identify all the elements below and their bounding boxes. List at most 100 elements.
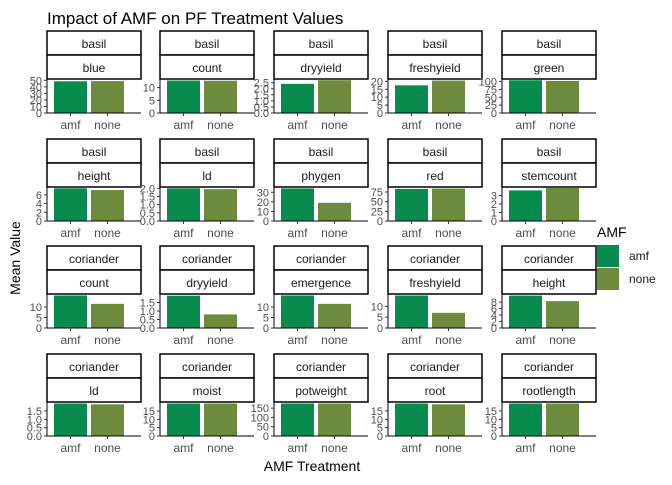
strip-crop-box: [159, 245, 255, 271]
y-tick-label: 100: [251, 412, 269, 424]
y-tick-label: 0: [377, 216, 383, 228]
y-tick-label: 0: [491, 323, 497, 335]
y-tick-label: 1: [491, 208, 497, 220]
bar-amf: [54, 295, 87, 328]
y-tick-label: 50: [30, 75, 42, 87]
y-tick-label: 20: [257, 197, 269, 209]
bar-none: [546, 301, 579, 328]
y-tick-label: 0.0: [140, 216, 155, 228]
bar-amf: [167, 295, 200, 328]
strip-crop-box: [273, 30, 369, 56]
bar-amf: [395, 85, 428, 113]
strip-variable-box: [273, 162, 369, 188]
strip-variable-box: [159, 269, 255, 295]
strip-variable-box: [273, 54, 369, 80]
y-tick-label: 1.5: [140, 191, 155, 203]
bar-none: [91, 404, 124, 436]
bar-none: [204, 314, 237, 328]
y-tick-label: 10: [257, 206, 269, 218]
x-tick-label: none: [321, 118, 348, 132]
x-tick-label: none: [549, 226, 576, 240]
strip-variable-box: [387, 377, 483, 403]
strip-variable-box: [46, 54, 142, 80]
y-tick-label: 2: [36, 207, 42, 219]
bar-amf: [54, 188, 87, 221]
legend-label-amf: amf: [629, 249, 650, 263]
legend-title: AMF: [597, 224, 627, 240]
strip-crop-label: basil: [82, 37, 107, 51]
y-tick-label: 30: [30, 88, 42, 100]
strip-variable-box: [159, 54, 255, 80]
strip-variable-box: [387, 162, 483, 188]
y-tick-label: 2.0: [254, 84, 269, 96]
strip-crop-label: basil: [537, 145, 562, 159]
bar-none: [546, 403, 579, 436]
y-tick-label: 10: [371, 414, 383, 426]
strip-variable-label: dryyield: [186, 276, 227, 290]
y-tick-label: 2: [491, 199, 497, 211]
bar-none: [91, 190, 124, 221]
y-tick-label: 10: [30, 101, 42, 113]
strip-variable-box: [501, 377, 597, 403]
y-tick-label: 0.0: [140, 323, 155, 335]
strip-crop-label: basil: [423, 37, 448, 51]
x-tick-label: amf: [515, 333, 536, 347]
x-tick-label: none: [207, 441, 234, 455]
y-tick-label: 2.0: [140, 183, 155, 195]
x-tick-label: none: [549, 441, 576, 455]
strip-variable-label: green: [534, 61, 565, 75]
x-tick-label: amf: [287, 441, 308, 455]
strip-variable-box: [387, 54, 483, 80]
bar-amf: [54, 403, 87, 436]
x-tick-label: none: [321, 441, 348, 455]
y-tick-label: 0: [263, 216, 269, 228]
strip-crop-box: [501, 138, 597, 164]
bar-amf: [281, 295, 314, 328]
strip-crop-box: [273, 138, 369, 164]
y-tick-label: 75: [485, 84, 497, 96]
strip-variable-box: [46, 377, 142, 403]
legend: AMF amf none: [597, 224, 656, 290]
x-tick-label: amf: [173, 333, 194, 347]
strip-variable-box: [501, 54, 597, 80]
bar-amf: [167, 188, 200, 221]
strip-crop-box: [273, 245, 369, 271]
strip-variable-box: [501, 162, 597, 188]
bar-amf: [509, 80, 542, 113]
strip-variable-label: dryyield: [300, 61, 341, 75]
x-tick-label: none: [207, 118, 234, 132]
facet-panel-basil-ld: basil ld 0.00.51.01.52.0 amf none: [140, 138, 255, 240]
x-tick-label: amf: [287, 226, 308, 240]
y-tick-label: 15: [485, 406, 497, 418]
strip-crop-label: basil: [537, 37, 562, 51]
y-tick-label: 40: [30, 82, 42, 94]
x-tick-label: amf: [60, 333, 81, 347]
x-tick-label: amf: [515, 441, 536, 455]
strip-crop-box: [159, 30, 255, 56]
bar-none: [432, 404, 465, 436]
strip-variable-box: [159, 162, 255, 188]
y-tick-label: 10: [371, 92, 383, 104]
y-tick-label: 1.0: [254, 96, 269, 108]
legend-key-none: [597, 268, 619, 290]
y-tick-label: 0.5: [140, 315, 155, 327]
strip-crop-label: basil: [423, 145, 448, 159]
strip-crop-box: [387, 245, 483, 271]
strip-variable-label: moist: [193, 384, 222, 398]
x-tick-label: amf: [401, 441, 422, 455]
y-tick-label: 6: [36, 190, 42, 202]
bar-amf: [167, 80, 200, 113]
x-tick-label: none: [435, 226, 462, 240]
x-tick-label: none: [94, 118, 121, 132]
facet-panel-coriander-dryyield: coriander dryyield 0.00.51.01.5 amf none: [140, 245, 255, 347]
legend-key-amf: [597, 245, 619, 267]
y-tick-label: 4: [491, 310, 497, 322]
bar-none: [318, 80, 351, 113]
y-tick-label: 5: [377, 423, 383, 435]
x-tick-label: none: [94, 333, 121, 347]
y-tick-label: 10: [143, 83, 155, 95]
